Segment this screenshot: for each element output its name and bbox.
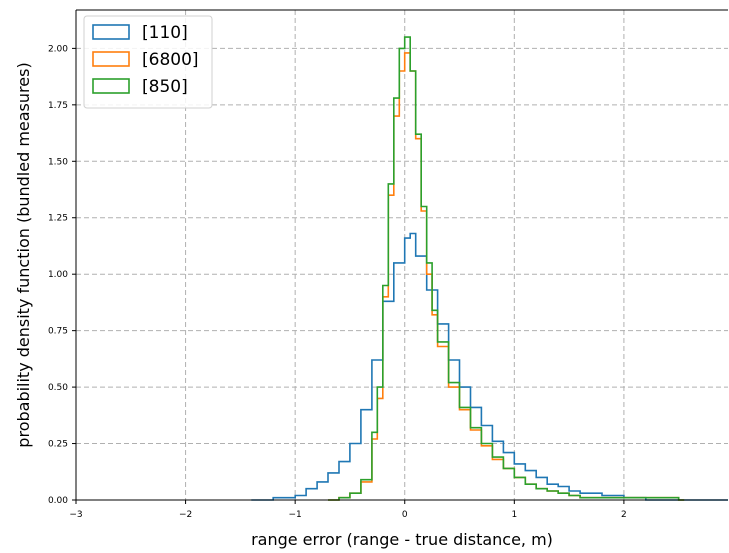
series-line-0	[251, 232, 728, 501]
y-tick-label-6: 1.50	[48, 157, 68, 167]
y-tick-label-7: 1.75	[48, 101, 68, 111]
y-tick-label-1: 0.25	[48, 440, 68, 450]
axes	[75, 9, 728, 501]
y-tick-label-4: 1.00	[48, 270, 68, 280]
y-axis-label: probability density function (bundled me…	[14, 62, 33, 447]
x-tick-label-5: 2	[621, 510, 627, 520]
legend-label-2: [850]	[142, 77, 188, 97]
x-tick-label-1: −2	[179, 510, 192, 520]
y-tick-label-3: 0.75	[48, 327, 68, 337]
series-group	[251, 36, 728, 501]
ticks: −3 −2 −1 0 1 2 0.00 0.25 0.50 0.75 1.00 1.25 1.50 1.7…	[48, 44, 627, 520]
series-line-1	[328, 52, 685, 501]
x-tick-label-4: 1	[511, 510, 517, 520]
y-tick-label-8: 2.00	[48, 44, 68, 54]
x-tick-label-0: −3	[69, 510, 82, 520]
legend-swatch-1	[92, 51, 130, 67]
legend: [110] [6800] [850]	[83, 15, 213, 109]
series-line-2	[328, 36, 685, 501]
x-axis-label: range error (range - true distance, m)	[251, 530, 553, 549]
legend-swatch-0	[92, 24, 130, 40]
legend-swatch-2	[92, 78, 130, 94]
legend-label-1: [6800]	[142, 50, 199, 70]
y-tick-label-2: 0.50	[48, 383, 68, 393]
x-tick-label-3: 0	[402, 510, 408, 520]
x-tick-label-2: −1	[289, 510, 302, 520]
legend-label-0: [110]	[142, 23, 188, 43]
y-tick-label-0: 0.00	[48, 496, 68, 506]
y-tick-label-5: 1.25	[48, 214, 68, 224]
